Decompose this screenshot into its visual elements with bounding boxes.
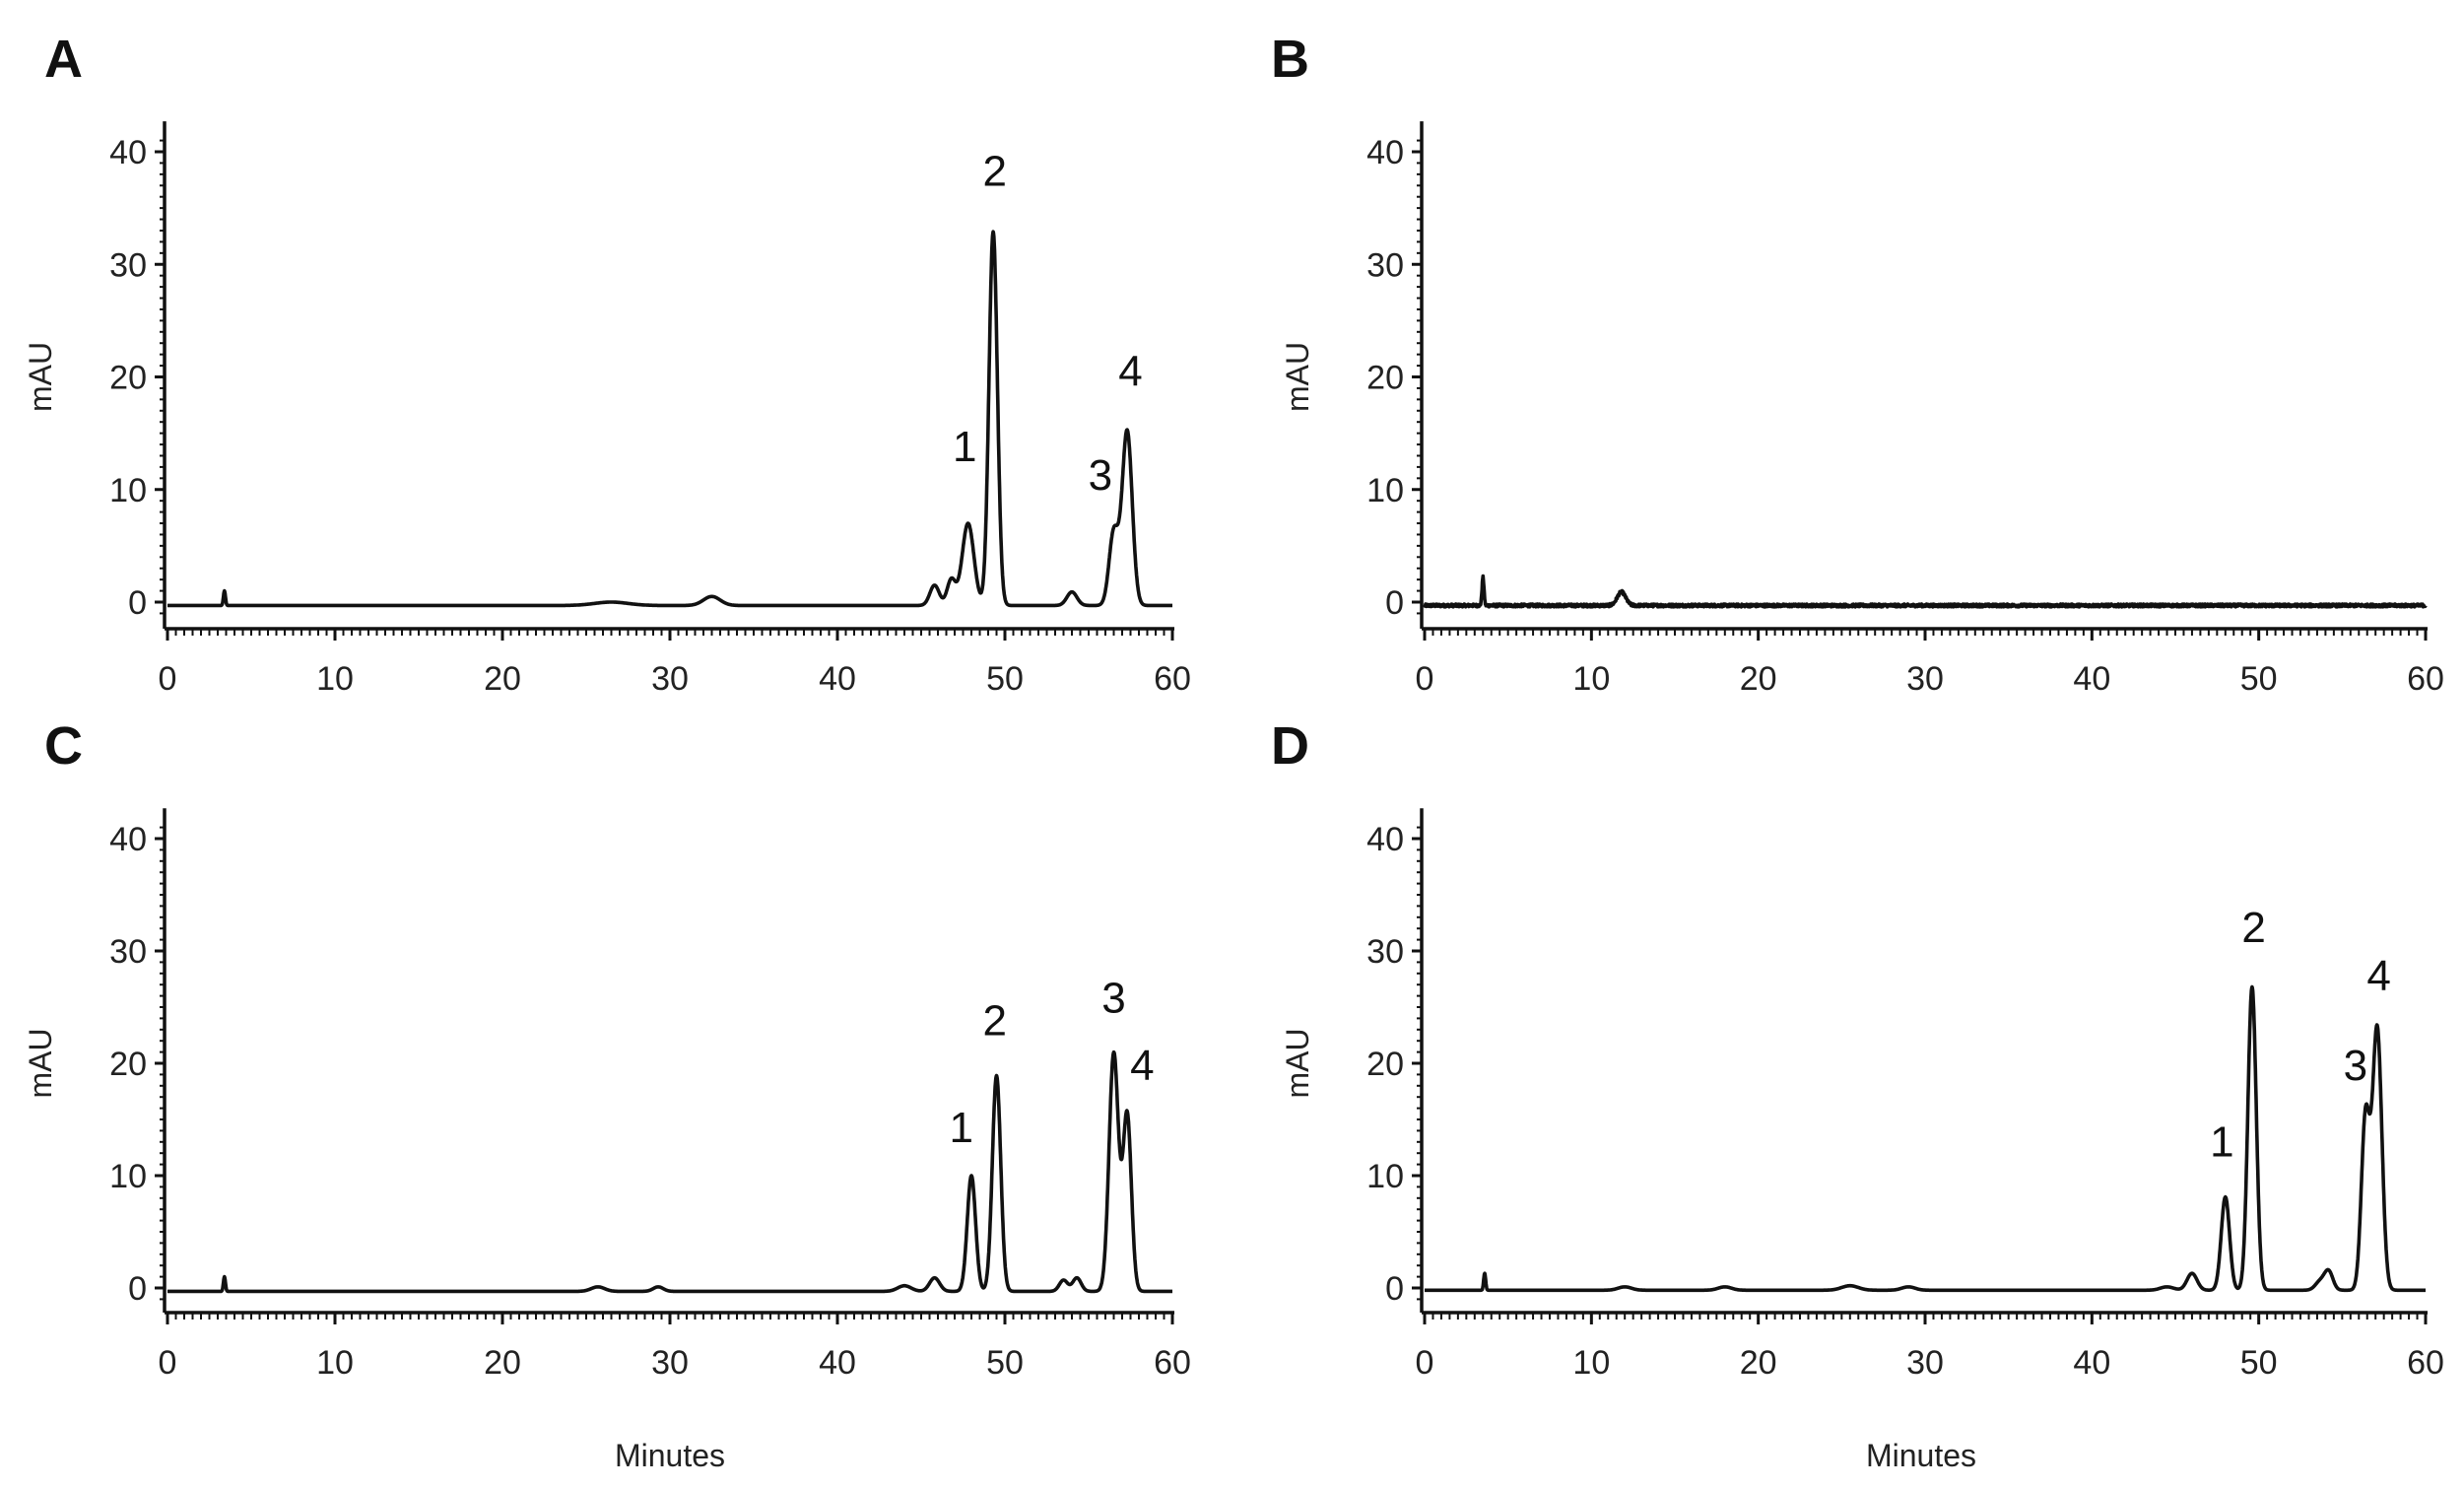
x-axis-label-left: Minutes	[615, 1438, 725, 1473]
chromatogram-trace	[166, 1049, 1174, 1294]
peak-label-2: 2	[983, 997, 1007, 1046]
y-tick-label: 40	[109, 134, 147, 171]
peak-label-4: 4	[1130, 1042, 1154, 1090]
x-tick-label: 40	[819, 660, 856, 698]
x-tick-label: 10	[1572, 1344, 1610, 1382]
y-tick-label: 0	[128, 1270, 147, 1308]
peak-label-1: 1	[2210, 1118, 2233, 1167]
y-tick-label: 30	[1366, 246, 1404, 284]
x-tick-label: 10	[1572, 660, 1610, 698]
y-tick-label: 10	[1366, 472, 1404, 509]
peak-label-2: 2	[983, 147, 1007, 195]
peak-label-4: 4	[2366, 952, 2390, 1000]
panel-label-D: D	[1271, 716, 1309, 776]
peak-label-4: 4	[1118, 348, 1142, 396]
x-tick-label: 30	[1906, 1344, 1944, 1382]
y-axis-label: mAU	[23, 342, 58, 412]
x-tick-label: 60	[1154, 1344, 1191, 1382]
y-tick-label: 30	[109, 933, 147, 971]
y-tick-label: 10	[1366, 1158, 1404, 1195]
x-tick-label: 10	[316, 1344, 354, 1382]
x-tick-label: 30	[651, 1344, 689, 1382]
x-tick-label: 0	[159, 1344, 177, 1382]
y-tick-label: 10	[109, 1158, 147, 1195]
x-tick-label: 50	[986, 660, 1024, 698]
peak-label-3: 3	[1101, 975, 1125, 1023]
y-tick-label: 0	[1385, 1270, 1404, 1308]
panel-label-A: A	[44, 30, 83, 89]
y-tick-label: 20	[109, 1046, 147, 1083]
x-tick-label: 60	[2407, 660, 2444, 698]
x-tick-label: 40	[2073, 660, 2110, 698]
y-tick-label: 40	[1366, 821, 1404, 858]
chromatogram-trace	[166, 230, 1174, 608]
y-tick-label: 0	[128, 584, 147, 622]
y-tick-label: 30	[1366, 933, 1404, 971]
y-axis-label: mAU	[1280, 342, 1315, 412]
x-tick-label: 20	[484, 660, 521, 698]
y-tick-label: 10	[109, 472, 147, 509]
x-tick-label: 0	[1416, 660, 1434, 698]
peak-label-1: 1	[953, 423, 976, 471]
x-tick-label: 40	[819, 1344, 856, 1382]
panel-label-C: C	[44, 716, 83, 776]
y-tick-label: 40	[1366, 134, 1404, 171]
chromatogram-trace	[1423, 574, 2428, 609]
x-axis-label-right: Minutes	[1866, 1438, 1976, 1473]
x-tick-label: 0	[159, 660, 177, 698]
y-tick-label: 40	[109, 821, 147, 858]
x-tick-label: 30	[651, 660, 689, 698]
peak-label-3: 3	[2344, 1042, 2367, 1090]
y-axis-label: mAU	[23, 1028, 58, 1098]
x-tick-label: 10	[316, 660, 354, 698]
peak-label-3: 3	[1089, 451, 1112, 500]
x-tick-label: 20	[1740, 1344, 1777, 1382]
y-tick-label: 20	[1366, 1046, 1404, 1083]
y-tick-label: 20	[109, 360, 147, 397]
x-tick-label: 40	[2073, 1344, 2110, 1382]
x-tick-label: 50	[986, 1344, 1024, 1382]
y-tick-label: 30	[109, 246, 147, 284]
x-tick-label: 20	[1740, 660, 1777, 698]
y-axis-label: mAU	[1280, 1028, 1315, 1098]
x-tick-label: 20	[484, 1344, 521, 1382]
x-tick-label: 50	[2240, 660, 2278, 698]
peak-label-1: 1	[950, 1104, 973, 1152]
x-tick-label: 30	[1906, 660, 1944, 698]
y-tick-label: 20	[1366, 360, 1404, 397]
x-tick-label: 60	[1154, 660, 1191, 698]
x-tick-label: 50	[2240, 1344, 2278, 1382]
peak-label-2: 2	[2241, 904, 2265, 952]
x-tick-label: 0	[1416, 1344, 1434, 1382]
panel-label-B: B	[1271, 30, 1309, 89]
y-tick-label: 0	[1385, 584, 1404, 622]
chromatogram-trace	[1423, 984, 2428, 1293]
x-tick-label: 60	[2407, 1344, 2444, 1382]
